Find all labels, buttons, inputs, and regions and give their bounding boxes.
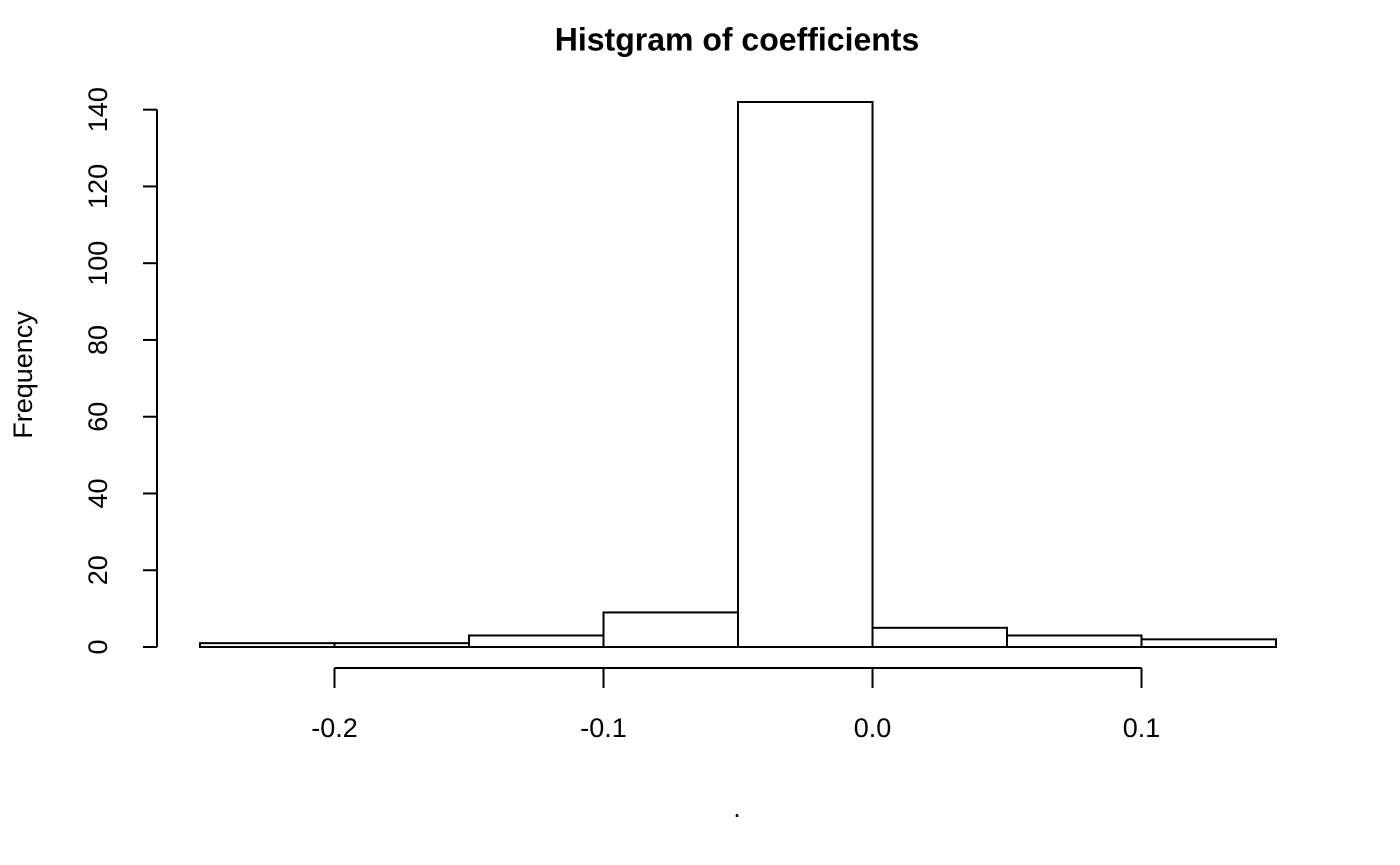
bar <box>737 101 874 648</box>
bar <box>1140 638 1277 648</box>
x-tick-label: 0.1 <box>1123 713 1161 743</box>
x-tick-label: 0.0 <box>854 713 892 743</box>
y-axis-label: Frequency <box>8 311 38 439</box>
y-tick-label: 0 <box>83 639 113 654</box>
y-tick-label: 40 <box>83 478 113 508</box>
y-tick-label: 100 <box>83 241 113 286</box>
x-tick-label: -0.1 <box>580 713 627 743</box>
bar <box>468 634 605 648</box>
x-tick-label: -0.2 <box>311 713 358 743</box>
y-tick-label: 20 <box>83 555 113 585</box>
bar <box>602 611 739 649</box>
bar <box>871 626 1008 649</box>
y-tick-label: 140 <box>83 87 113 132</box>
bar <box>199 642 336 649</box>
y-tick-label: 120 <box>83 164 113 209</box>
chart-title: Histgram of coefficients <box>555 21 920 57</box>
bar <box>333 642 470 649</box>
x-axis-label: . <box>733 793 741 823</box>
y-tick-label: 80 <box>83 325 113 355</box>
bar <box>1006 634 1143 648</box>
y-tick-label: 60 <box>83 402 113 432</box>
